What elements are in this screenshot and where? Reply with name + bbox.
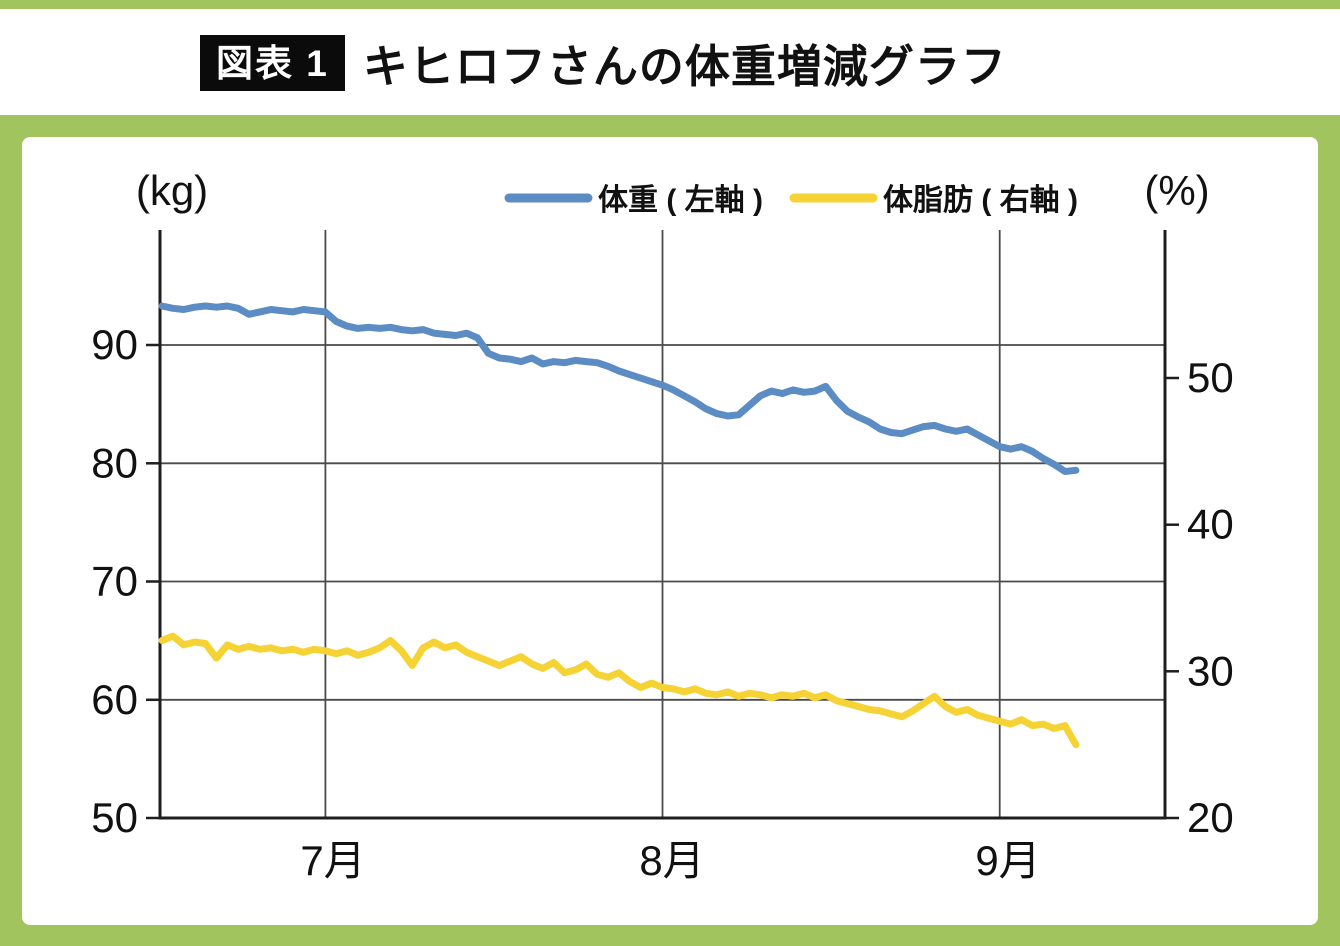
left-axis-labels: 90 80 70 60 50 xyxy=(91,321,138,841)
weight-line xyxy=(158,302,1080,475)
header: 図表 1 キヒロフさんの体重増減グラフ xyxy=(200,30,1007,95)
left-axis-tick-label: 60 xyxy=(91,676,138,723)
right-axis-unit: (%) xyxy=(1144,167,1209,214)
right-axis-labels: 50 40 30 20 xyxy=(1187,354,1234,841)
x-axis-tick-label: 9月 xyxy=(975,837,1040,884)
right-axis-tick-label: 30 xyxy=(1187,647,1234,694)
right-axis-tick-label: 50 xyxy=(1187,354,1234,401)
x-axis-tick-label: 8月 xyxy=(639,837,704,884)
legend-weight-label: 体重 ( 左軸 ) xyxy=(598,184,763,217)
left-axis-tick-label: 50 xyxy=(91,794,138,841)
right-axis-tick-label: 20 xyxy=(1187,794,1234,841)
left-axis-tick-label: 70 xyxy=(91,558,138,605)
legend-bodyfat-label: 体脂肪 ( 右軸 ) xyxy=(883,184,1078,217)
legend: 体重 ( 左軸 ) 体脂肪 ( 右軸 ) xyxy=(504,184,1078,217)
figure-badge: 図表 1 xyxy=(200,34,345,91)
right-axis-tick-label: 40 xyxy=(1187,501,1234,548)
gridlines xyxy=(160,230,1165,818)
x-axis-labels: 7月 8月 9月 xyxy=(300,837,1040,884)
x-axis-tick-label: 7月 xyxy=(300,837,365,884)
left-axis-unit: (kg) xyxy=(136,167,208,214)
chart-panel xyxy=(22,137,1318,925)
bodyfat-line xyxy=(158,632,1080,749)
page-title: キヒロフさんの体重増減グラフ xyxy=(362,41,1007,92)
top-green-strip xyxy=(0,0,1340,9)
left-axis-tick-label: 90 xyxy=(91,321,138,368)
tick-marks xyxy=(146,343,1179,820)
left-axis-tick-label: 80 xyxy=(91,439,138,486)
